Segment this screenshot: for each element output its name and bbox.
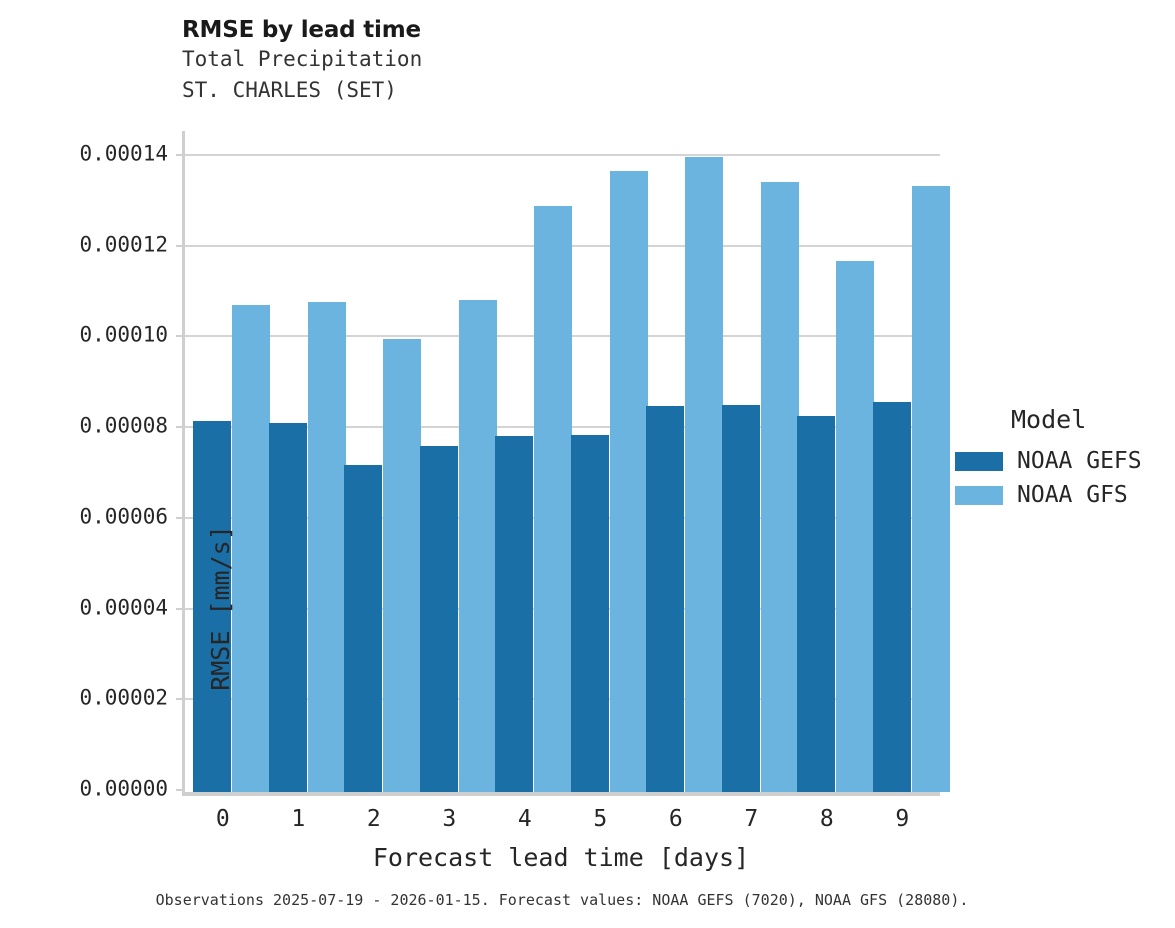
bar[interactable] xyxy=(534,206,572,792)
bar[interactable] xyxy=(383,338,421,792)
legend: Model NOAA GEFS NOAA GFS xyxy=(955,405,1170,512)
bar-group xyxy=(563,131,648,792)
chart-subtitle-location: ST. CHARLES (SET) xyxy=(182,78,397,102)
legend-swatch-icon xyxy=(955,451,1003,471)
y-axis-tick-label: 0.00010 xyxy=(79,322,168,347)
bar-group xyxy=(714,131,799,792)
y-axis-tick xyxy=(176,335,182,338)
bar[interactable] xyxy=(911,186,950,792)
bar[interactable] xyxy=(495,435,533,792)
legend-title: Model xyxy=(1011,405,1087,434)
y-axis-tick-label: 0.00004 xyxy=(79,595,168,620)
bar[interactable] xyxy=(307,301,346,792)
y-axis-tick xyxy=(176,154,182,156)
x-axis-tick-label: 5 xyxy=(593,806,608,832)
legend-label: NOAA GEFS xyxy=(1017,448,1142,474)
legend-item[interactable]: NOAA GFS xyxy=(955,478,1170,512)
bar[interactable] xyxy=(760,181,799,792)
x-axis-title: Forecast lead time [days] xyxy=(372,843,750,872)
footer-note: Observations 2025-07-19 - 2026-01-15. Fo… xyxy=(155,891,969,909)
x-axis-tick-label: 0 xyxy=(215,806,230,832)
x-axis-tick-label: 6 xyxy=(668,806,683,832)
y-axis-tick-label: 0.00012 xyxy=(79,232,168,257)
bar[interactable] xyxy=(344,464,382,792)
bars-layer xyxy=(185,131,950,795)
bar[interactable] xyxy=(193,420,231,792)
legend-entries: NOAA GEFS NOAA GFS xyxy=(955,444,1170,512)
bar[interactable] xyxy=(872,401,911,792)
bar[interactable] xyxy=(232,305,270,792)
x-axis-tick-label: 2 xyxy=(366,806,381,832)
bar-group xyxy=(638,131,723,792)
y-axis-tick xyxy=(176,426,182,429)
x-axis-tick-label: 8 xyxy=(819,806,834,832)
bar-group xyxy=(185,131,270,792)
y-axis-tick xyxy=(176,244,182,247)
y-axis-tick-labels: 0.00000 0.00002 0.00004 0.00006 0.00008 0.000… xyxy=(0,131,182,799)
x-axis-tick-label: 7 xyxy=(744,806,759,832)
bar-group xyxy=(336,131,421,792)
x-axis-tick-labels: 0 1 2 3 4 5 6 7 8 9 xyxy=(185,806,940,836)
bar[interactable] xyxy=(268,423,307,792)
chart-subtitle-variable: Total Precipitation xyxy=(182,47,423,71)
bar-group xyxy=(412,131,497,792)
bar-group xyxy=(865,131,950,792)
page-title: RMSE by lead time xyxy=(182,17,421,43)
y-axis-title: RMSE [mm/s] xyxy=(206,525,235,691)
bar-group xyxy=(261,131,346,792)
y-axis-tick-label: 0.00000 xyxy=(79,776,168,801)
bar[interactable] xyxy=(458,300,497,792)
bar[interactable] xyxy=(685,157,723,792)
y-axis-tick-label: 0.00002 xyxy=(79,685,168,710)
y-axis-tick xyxy=(176,607,182,610)
y-axis-tick xyxy=(176,698,182,701)
bar[interactable] xyxy=(721,405,760,792)
gridline xyxy=(185,154,940,156)
y-axis-line xyxy=(182,131,185,795)
bar[interactable] xyxy=(609,171,648,792)
legend-label: NOAA GFS xyxy=(1017,482,1128,508)
bar-group xyxy=(789,131,874,792)
bar[interactable] xyxy=(570,434,609,792)
y-axis-tick xyxy=(176,789,182,791)
bar[interactable] xyxy=(836,261,874,792)
plot-area: RMSE [mm/s] xyxy=(176,131,950,796)
bar[interactable] xyxy=(646,406,684,792)
y-axis-tick-label: 0.00008 xyxy=(79,413,168,438)
x-axis-tick-label: 4 xyxy=(517,806,532,832)
bar[interactable] xyxy=(419,445,458,792)
y-axis-tick-label: 0.00006 xyxy=(79,504,168,529)
x-axis-tick-label: 9 xyxy=(895,806,910,832)
y-axis-tick-label: 0.00014 xyxy=(79,141,168,166)
y-axis-tick xyxy=(176,516,182,519)
x-axis-line xyxy=(182,792,940,796)
x-axis-tick-label: 1 xyxy=(291,806,306,832)
bar[interactable] xyxy=(797,416,835,792)
legend-item[interactable]: NOAA GEFS xyxy=(955,444,1170,478)
title-block: RMSE by lead time Total Precipitation ST… xyxy=(182,16,882,106)
x-axis-tick-label: 3 xyxy=(442,806,457,832)
bar-group xyxy=(487,131,572,792)
legend-swatch-icon xyxy=(955,485,1003,505)
